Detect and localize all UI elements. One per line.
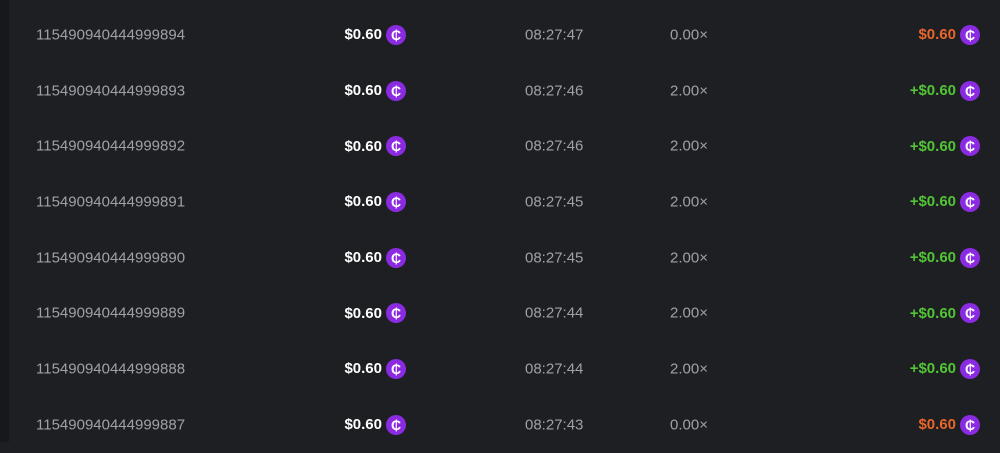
bet-amount: $0.60 ₵	[344, 80, 406, 101]
currency-coin-icon: ₵	[386, 358, 406, 379]
bet-amount: $0.60 ₵	[344, 303, 406, 324]
bet-id: 115490940444999894	[36, 26, 186, 44]
bet-payout: +$0.60 ₵	[909, 136, 980, 157]
payout-value: $0.60	[918, 26, 956, 44]
bet-multiplier: 2.00×	[670, 82, 708, 100]
bet-time: 08:27:45	[525, 193, 584, 211]
bet-amount-value: $0.60	[344, 304, 382, 322]
bet-amount: $0.60 ₵	[344, 414, 406, 435]
bet-id: 115490940444999893	[36, 82, 186, 100]
bet-payout: +$0.60 ₵	[909, 303, 980, 324]
bet-amount-value: $0.60	[344, 26, 382, 44]
bet-amount: $0.60 ₵	[344, 24, 406, 45]
bet-row[interactable]: 115490940444999889 $0.60 ₵ 08:27:44 2.00×…	[9, 285, 1000, 341]
bet-multiplier: 2.00×	[670, 360, 708, 378]
bet-multiplier: 0.00×	[670, 416, 708, 434]
bet-id: 115490940444999889	[36, 304, 186, 322]
bet-amount-value: $0.60	[344, 82, 382, 100]
bet-time: 08:27:45	[525, 249, 584, 267]
bet-id: 115490940444999887	[36, 416, 186, 434]
bet-payout: +$0.60 ₵	[909, 358, 980, 379]
currency-coin-icon: ₵	[960, 303, 980, 324]
sidebar-edge	[0, 0, 9, 442]
bet-payout: $0.60 ₵	[918, 24, 980, 45]
bet-row[interactable]: 115490940444999890 $0.60 ₵ 08:27:45 2.00×…	[9, 230, 1000, 286]
currency-coin-icon: ₵	[386, 80, 406, 101]
bet-multiplier: 0.00×	[670, 26, 708, 44]
bet-row[interactable]: 115490940444999894 $0.60 ₵ 08:27:47 0.00×…	[9, 7, 1000, 63]
bet-amount-value: $0.60	[344, 137, 382, 155]
bet-amount-value: $0.60	[344, 360, 382, 378]
bet-amount: $0.60 ₵	[344, 358, 406, 379]
bet-multiplier: 2.00×	[670, 304, 708, 322]
currency-coin-icon: ₵	[386, 414, 406, 435]
bet-amount-value: $0.60	[344, 193, 382, 211]
bet-payout: +$0.60 ₵	[909, 80, 980, 101]
bet-row[interactable]: 115490940444999891 $0.60 ₵ 08:27:45 2.00×…	[9, 174, 1000, 230]
currency-coin-icon: ₵	[960, 247, 980, 268]
bet-row[interactable]: 115490940444999887 $0.60 ₵ 08:27:43 0.00×…	[9, 397, 1000, 453]
currency-coin-icon: ₵	[386, 303, 406, 324]
payout-value: $0.60	[918, 416, 956, 434]
bet-amount: $0.60 ₵	[344, 247, 406, 268]
bet-time: 08:27:44	[525, 360, 584, 378]
payout-value: +$0.60	[909, 193, 956, 211]
bet-time: 08:27:46	[525, 137, 584, 155]
currency-coin-icon: ₵	[960, 358, 980, 379]
bet-id: 115490940444999891	[36, 193, 186, 211]
currency-coin-icon: ₵	[386, 24, 406, 45]
bet-amount-value: $0.60	[344, 249, 382, 267]
payout-value: +$0.60	[909, 82, 956, 100]
bet-time: 08:27:46	[525, 82, 584, 100]
bet-amount-value: $0.60	[344, 416, 382, 434]
bet-time: 08:27:47	[525, 26, 584, 44]
currency-coin-icon: ₵	[960, 414, 980, 435]
bet-payout: $0.60 ₵	[918, 414, 980, 435]
currency-coin-icon: ₵	[960, 24, 980, 45]
currency-coin-icon: ₵	[386, 136, 406, 157]
bet-id: 115490940444999888	[36, 360, 186, 378]
bet-amount: $0.60 ₵	[344, 191, 406, 212]
payout-value: +$0.60	[909, 360, 956, 378]
bet-id: 115490940444999890	[36, 249, 186, 267]
currency-coin-icon: ₵	[386, 191, 406, 212]
bets-list: 115490940444999894 $0.60 ₵ 08:27:47 0.00×…	[9, 7, 1000, 453]
payout-value: +$0.60	[909, 249, 956, 267]
bet-payout: +$0.60 ₵	[909, 247, 980, 268]
currency-coin-icon: ₵	[960, 80, 980, 101]
currency-coin-icon: ₵	[960, 191, 980, 212]
bet-multiplier: 2.00×	[670, 249, 708, 267]
payout-value: +$0.60	[909, 137, 956, 155]
bet-amount: $0.60 ₵	[344, 136, 406, 157]
bet-row[interactable]: 115490940444999893 $0.60 ₵ 08:27:46 2.00×…	[9, 63, 1000, 119]
bet-payout: +$0.60 ₵	[909, 191, 980, 212]
bet-row[interactable]: 115490940444999892 $0.60 ₵ 08:27:46 2.00×…	[9, 118, 1000, 174]
bet-time: 08:27:43	[525, 416, 584, 434]
bet-id: 115490940444999892	[36, 137, 186, 155]
currency-coin-icon: ₵	[386, 247, 406, 268]
bet-multiplier: 2.00×	[670, 137, 708, 155]
payout-value: +$0.60	[909, 304, 956, 322]
bet-time: 08:27:44	[525, 304, 584, 322]
bet-row[interactable]: 115490940444999888 $0.60 ₵ 08:27:44 2.00×…	[9, 341, 1000, 397]
currency-coin-icon: ₵	[960, 136, 980, 157]
bet-multiplier: 2.00×	[670, 193, 708, 211]
